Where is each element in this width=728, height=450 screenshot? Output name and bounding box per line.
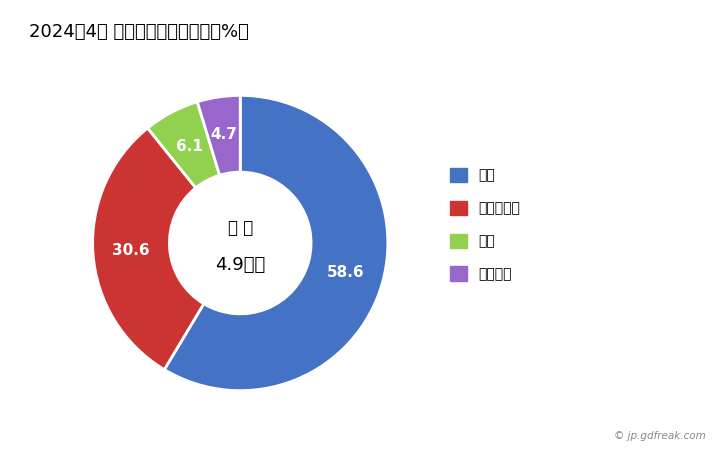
Wedge shape	[92, 128, 204, 369]
Text: 6.1: 6.1	[175, 139, 202, 154]
Text: © jp.gdfreak.com: © jp.gdfreak.com	[614, 431, 706, 441]
Wedge shape	[197, 95, 240, 175]
Wedge shape	[148, 102, 220, 188]
Text: 総 額: 総 額	[228, 219, 253, 237]
Text: 58.6: 58.6	[327, 265, 364, 279]
Wedge shape	[165, 95, 388, 391]
Text: 2024年4月 輸出相手国のシェア（%）: 2024年4月 輸出相手国のシェア（%）	[29, 22, 249, 40]
Text: 4.7: 4.7	[210, 127, 237, 143]
Text: 4.9億円: 4.9億円	[215, 256, 266, 274]
Text: 30.6: 30.6	[112, 243, 150, 258]
Legend: 韓国, フィリピン, 台湾, モンゴル: 韓国, フィリピン, 台湾, モンゴル	[450, 168, 520, 281]
